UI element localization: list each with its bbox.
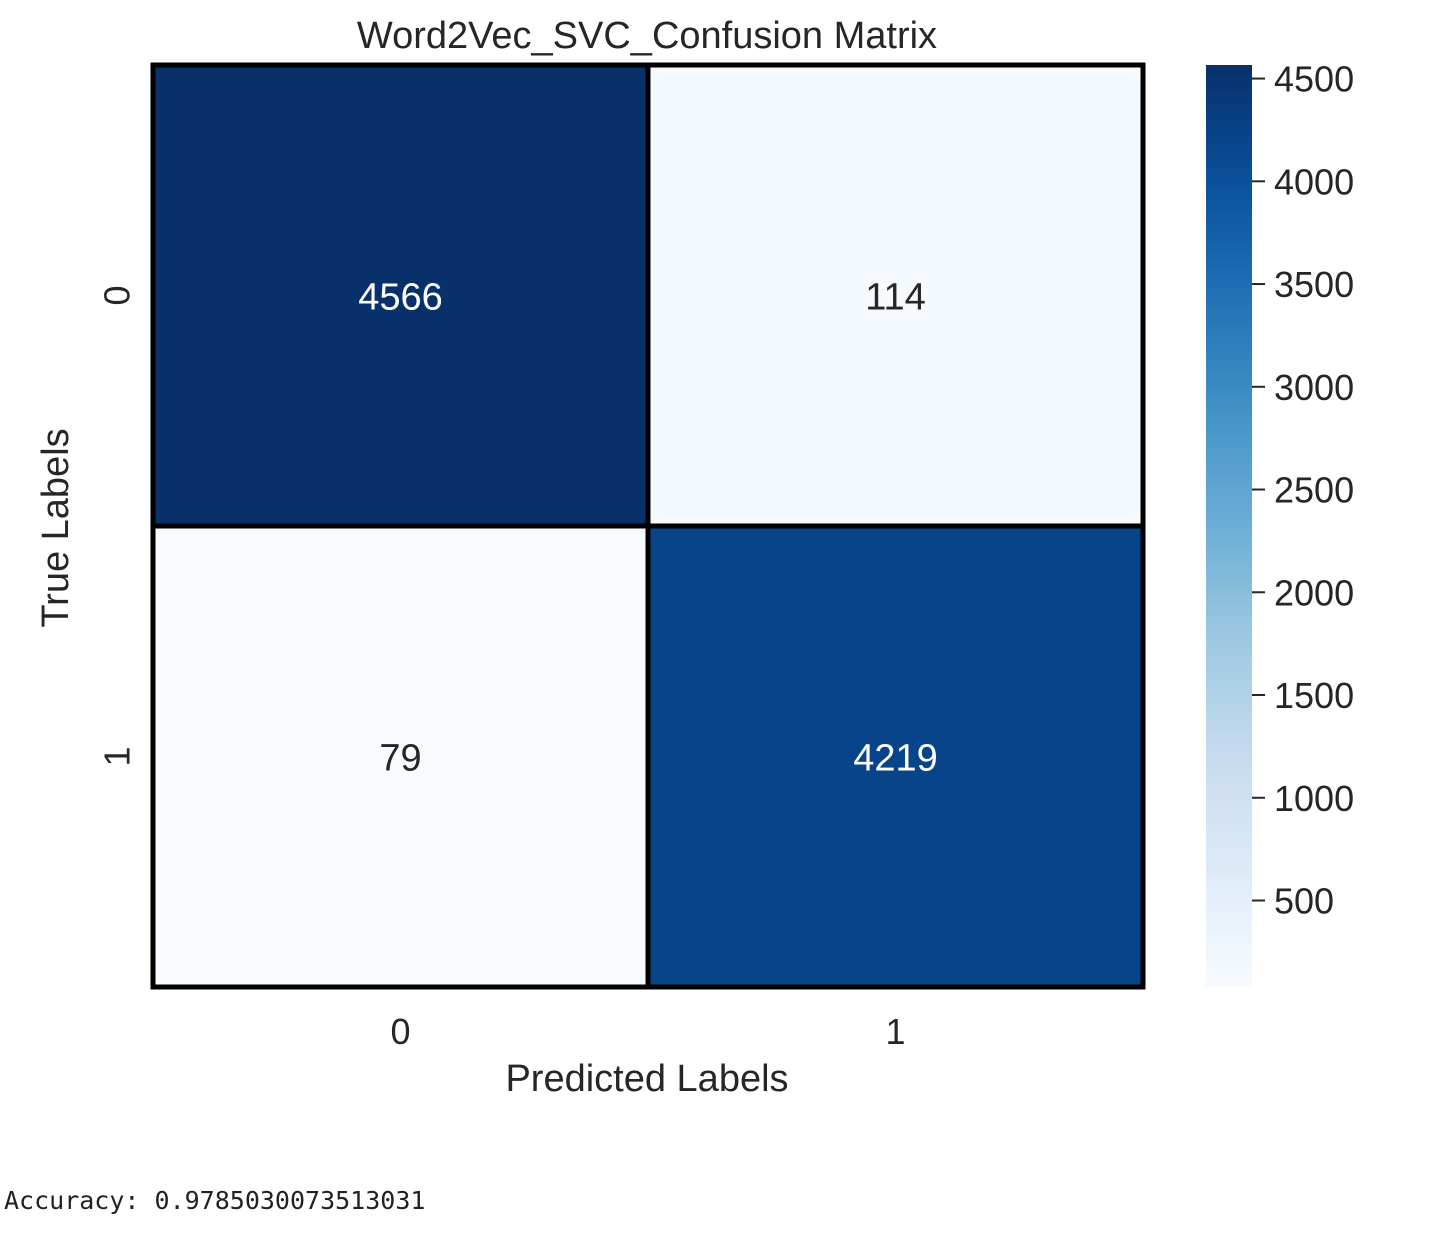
x-axis-label: Predicted Labels [505, 1058, 788, 1100]
colorbar-tick-label: 3000 [1274, 367, 1354, 408]
heatmap-cell [150, 62, 651, 529]
y-tick-labels: 01 [97, 285, 138, 766]
cell-value-label: 79 [379, 738, 421, 780]
colorbar-tick-label: 500 [1274, 880, 1334, 921]
y-axis-label: True Labels [35, 428, 77, 627]
heatmap-cells [150, 62, 1146, 990]
heatmap-cell [150, 523, 651, 990]
heatmap-cell-labels: 4566 114 79 4219 [358, 277, 938, 780]
x-tick-label: 1 [885, 1011, 905, 1052]
colorbar-tick-label: 1500 [1274, 675, 1354, 716]
colorbar-tick-label: 3500 [1274, 264, 1354, 305]
colorbar-ticks: 500 1000 1500 2000 2500 3000 3500 4000 4500 [1252, 59, 1354, 921]
y-tick-label: 1 [97, 746, 138, 766]
heatmap-cell [645, 62, 1146, 529]
colorbar-tick-label: 2500 [1274, 470, 1354, 511]
colorbar [1206, 65, 1252, 987]
x-tick-label: 0 [390, 1011, 410, 1052]
accuracy-output: Accuracy: 0.9785030073513031 [4, 1186, 426, 1215]
y-tick-label: 0 [97, 285, 138, 305]
colorbar-tick-label: 4500 [1274, 59, 1354, 100]
cell-value-label: 4566 [358, 277, 443, 319]
heatmap-cell [645, 523, 1146, 990]
colorbar-tick-label: 4000 [1274, 161, 1354, 202]
chart-title: Word2Vec_SVC_Confusion Matrix [357, 15, 937, 57]
cell-value-label: 114 [865, 277, 926, 319]
cell-value-label: 4219 [853, 738, 938, 780]
colorbar-tick-label: 2000 [1274, 572, 1354, 613]
plot-frame [152, 64, 1144, 988]
colorbar-tick-label: 1000 [1274, 778, 1354, 819]
